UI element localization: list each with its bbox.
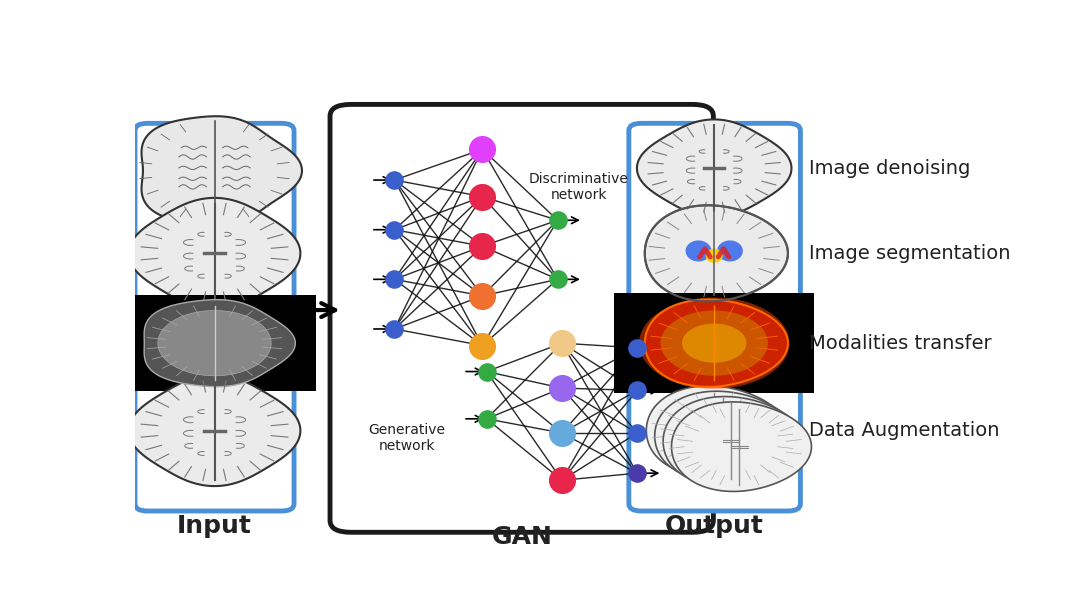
Text: Modalities transfer: Modalities transfer xyxy=(809,333,991,352)
FancyBboxPatch shape xyxy=(629,123,800,511)
Polygon shape xyxy=(129,198,300,309)
Text: Data Augmentation: Data Augmentation xyxy=(809,421,999,440)
Text: GAN: GAN xyxy=(491,524,552,548)
Point xyxy=(386,225,403,235)
Point xyxy=(474,341,491,351)
Polygon shape xyxy=(639,298,789,389)
Polygon shape xyxy=(654,391,795,481)
Point xyxy=(629,386,646,395)
Point xyxy=(474,291,491,301)
Text: Generative
network: Generative network xyxy=(368,422,446,453)
Text: Image segmentation: Image segmentation xyxy=(809,244,1010,263)
Polygon shape xyxy=(637,120,792,217)
Polygon shape xyxy=(681,324,746,363)
Text: Discriminative
network: Discriminative network xyxy=(529,172,629,202)
Point xyxy=(553,383,570,393)
Point xyxy=(553,475,570,485)
Polygon shape xyxy=(661,311,768,376)
Point xyxy=(553,338,570,348)
Point xyxy=(386,175,403,185)
Point xyxy=(477,367,495,376)
FancyBboxPatch shape xyxy=(112,295,316,391)
Polygon shape xyxy=(705,249,723,263)
Polygon shape xyxy=(686,241,712,262)
Point xyxy=(386,324,403,334)
Polygon shape xyxy=(141,116,302,225)
FancyBboxPatch shape xyxy=(615,293,814,393)
Polygon shape xyxy=(663,397,804,486)
Polygon shape xyxy=(646,386,786,475)
FancyBboxPatch shape xyxy=(135,123,294,511)
Polygon shape xyxy=(129,375,300,486)
Point xyxy=(549,274,566,284)
Point xyxy=(474,144,491,154)
Point xyxy=(629,468,646,478)
Point xyxy=(474,192,491,201)
Point xyxy=(553,428,570,438)
Polygon shape xyxy=(645,300,788,387)
Polygon shape xyxy=(672,402,811,491)
Point xyxy=(386,274,403,284)
Polygon shape xyxy=(645,205,788,301)
Text: Output: Output xyxy=(665,514,764,538)
Polygon shape xyxy=(144,300,295,387)
Point xyxy=(629,343,646,353)
Polygon shape xyxy=(158,311,271,376)
FancyBboxPatch shape xyxy=(330,104,714,532)
Point xyxy=(629,428,646,438)
Polygon shape xyxy=(717,241,743,262)
Text: Input: Input xyxy=(177,514,252,538)
Point xyxy=(474,241,491,251)
Point xyxy=(477,414,495,424)
Text: Image denoising: Image denoising xyxy=(809,159,970,177)
Point xyxy=(549,216,566,225)
